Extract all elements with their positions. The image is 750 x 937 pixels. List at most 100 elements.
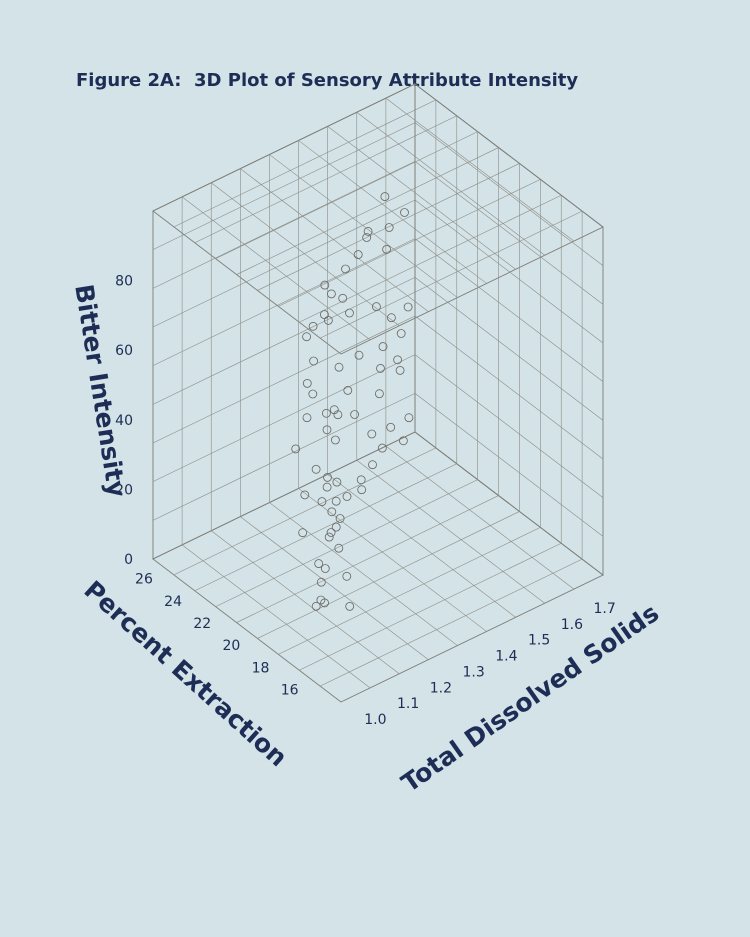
top-grid-line	[356, 111, 545, 256]
floor-grid-line	[356, 459, 545, 604]
data-point	[342, 571, 352, 581]
y-tick-label: 20	[222, 638, 240, 654]
y-tick-label: 18	[252, 660, 270, 676]
x-tick-label: 1.4	[495, 649, 517, 665]
data-point	[395, 365, 405, 375]
wall-grid-line	[414, 199, 604, 344]
data-point	[331, 496, 341, 506]
data-point	[345, 308, 354, 318]
data-point	[314, 559, 324, 569]
x-axis-title: Total Dissolved Solids	[396, 598, 664, 798]
data-point	[341, 264, 350, 274]
floor-grid-line	[269, 502, 458, 646]
top-grid-line	[299, 194, 562, 323]
floor-grid-line	[298, 488, 487, 632]
data-point	[321, 408, 331, 418]
top-grid-line	[257, 163, 520, 291]
z-tick-label: 20	[115, 482, 133, 498]
wall-grid-line	[152, 238, 416, 366]
wall-grid-line	[414, 277, 604, 421]
tick-labels: 0 20 40 60 80 16 18 20 22 24 26 1.0 1.1 1.2 1.3 1.4 1.5 1…	[115, 274, 616, 728]
x-tick-label: 1.7	[593, 601, 615, 617]
wall-grid-line	[152, 393, 416, 521]
data-points	[291, 192, 414, 611]
data-point	[326, 528, 336, 537]
x-tick-label: 1.5	[528, 633, 550, 649]
x-tick-label: 1.3	[462, 664, 484, 680]
top-pane	[152, 83, 604, 355]
top-grid-line	[194, 115, 457, 244]
z-tick-label: 0	[124, 552, 133, 568]
data-point	[367, 429, 377, 439]
floor-grid-line	[299, 542, 562, 671]
data-point	[377, 443, 387, 453]
data-point	[316, 577, 326, 587]
data-point	[404, 413, 414, 423]
back-right-pane	[414, 83, 604, 576]
data-point	[356, 475, 366, 485]
data-point	[309, 356, 319, 366]
data-point	[338, 293, 348, 303]
data-point	[345, 601, 355, 611]
grid-lines	[152, 97, 604, 689]
x-tick-label: 1.1	[397, 696, 419, 712]
data-point	[368, 460, 377, 470]
floor-pane	[152, 431, 604, 703]
data-point	[400, 208, 409, 217]
data-point	[329, 405, 339, 415]
floor-grid-line	[319, 558, 583, 687]
data-point	[376, 363, 385, 373]
data-point	[298, 528, 308, 538]
floor-grid-line	[173, 447, 437, 576]
data-point	[330, 435, 340, 445]
z-tick-label: 40	[115, 413, 133, 429]
floor-grid-line	[327, 474, 516, 618]
top-grid-line	[319, 210, 583, 339]
wall-grid-line	[414, 315, 604, 460]
top-grid-line	[240, 168, 429, 312]
data-point	[386, 313, 396, 323]
data-point	[308, 389, 318, 399]
data-point	[331, 522, 341, 532]
top-grid-line	[215, 131, 478, 259]
top-grid-line	[269, 154, 458, 298]
data-point	[291, 444, 301, 454]
data-point	[332, 477, 342, 487]
top-grid-line	[298, 140, 487, 284]
data-point	[324, 532, 334, 542]
data-point	[386, 422, 396, 432]
z-tick-label: 80	[115, 274, 133, 290]
top-grid-line	[211, 182, 400, 327]
data-point	[380, 192, 390, 202]
data-point	[322, 425, 332, 435]
x-tick-label: 1.6	[561, 617, 583, 633]
floor-grid-line	[240, 516, 429, 660]
data-point	[323, 472, 332, 482]
data-point	[354, 350, 364, 360]
data-point	[378, 342, 388, 352]
y-tick-label: 16	[281, 682, 299, 698]
data-point	[327, 507, 337, 517]
wall-grid-line	[152, 277, 416, 405]
data-point	[311, 464, 321, 474]
z-tick-label: 60	[115, 343, 133, 359]
data-point	[320, 280, 330, 290]
axis-panes	[152, 83, 604, 703]
wall-grid-line	[414, 238, 604, 382]
data-point	[320, 564, 330, 573]
data-point	[334, 543, 344, 553]
data-point	[335, 514, 345, 523]
data-point	[393, 355, 403, 365]
x-tick-label: 1.2	[430, 680, 452, 696]
wall-grid-line	[414, 354, 604, 498]
data-point	[357, 485, 367, 495]
data-point	[302, 413, 312, 423]
data-point	[302, 332, 312, 342]
wall-grid-line	[414, 122, 604, 266]
x-tick-label: 1.0	[364, 712, 386, 728]
data-point	[343, 385, 353, 395]
top-grid-line	[236, 147, 499, 275]
wall-grid-line	[152, 161, 416, 289]
data-point	[398, 436, 408, 446]
